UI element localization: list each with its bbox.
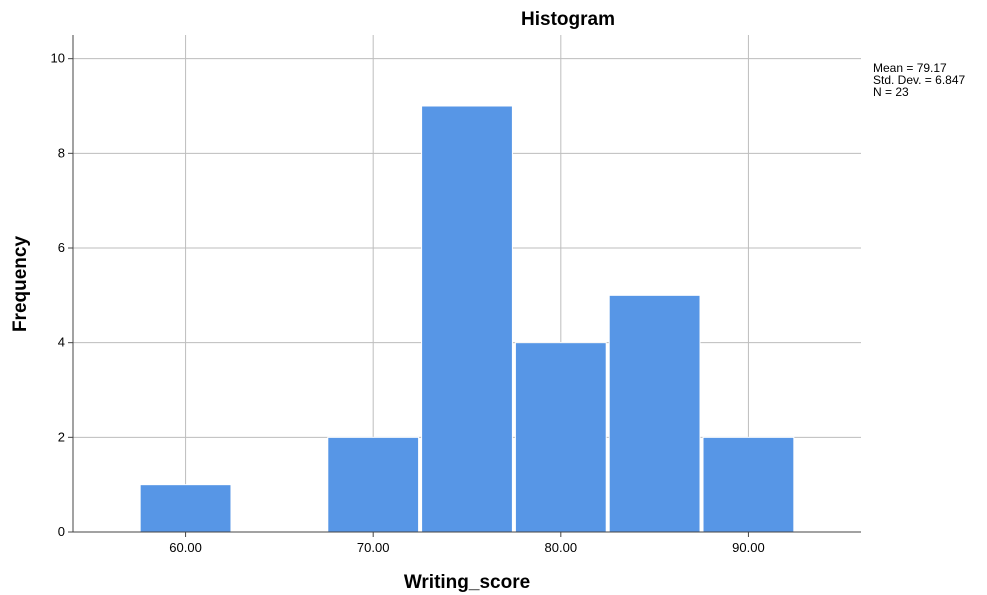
y-tick-label: 8 [58,145,65,160]
histogram-bar [421,105,513,533]
histogram-bar [702,436,795,533]
x-tick-label: 60.00 [169,540,202,555]
histogram-bar [608,294,701,533]
x-tick-label: 70.00 [357,540,390,555]
y-tick-label: 10 [51,51,65,66]
stats-box: Mean = 79.17 Std. Dev. = 6.847 N = 23 [873,61,965,99]
axes-layer [68,35,861,537]
ticks-layer: 0 2 4 6 8 10 60.00 70.00 80.00 90.00 [51,51,765,555]
stats-std-dev: Std. Dev. = 6.847 [873,73,965,87]
y-tick-label: 2 [58,429,65,444]
y-tick-label: 6 [58,240,65,255]
x-tick-label: 90.00 [732,540,765,555]
histogram-bar [139,484,232,533]
bars-layer [139,105,795,533]
x-tick-label: 80.00 [545,540,578,555]
histogram-bar [327,436,420,533]
stats-n: N = 23 [873,85,909,99]
x-axis-title: Writing_score [404,572,530,593]
stats-mean: Mean = 79.17 [873,61,947,75]
chart-title: Histogram [521,9,615,30]
histogram-bar [514,342,607,533]
y-axis-title: Frequency [10,236,31,333]
y-tick-label: 0 [58,524,65,539]
y-tick-label: 4 [58,335,65,350]
